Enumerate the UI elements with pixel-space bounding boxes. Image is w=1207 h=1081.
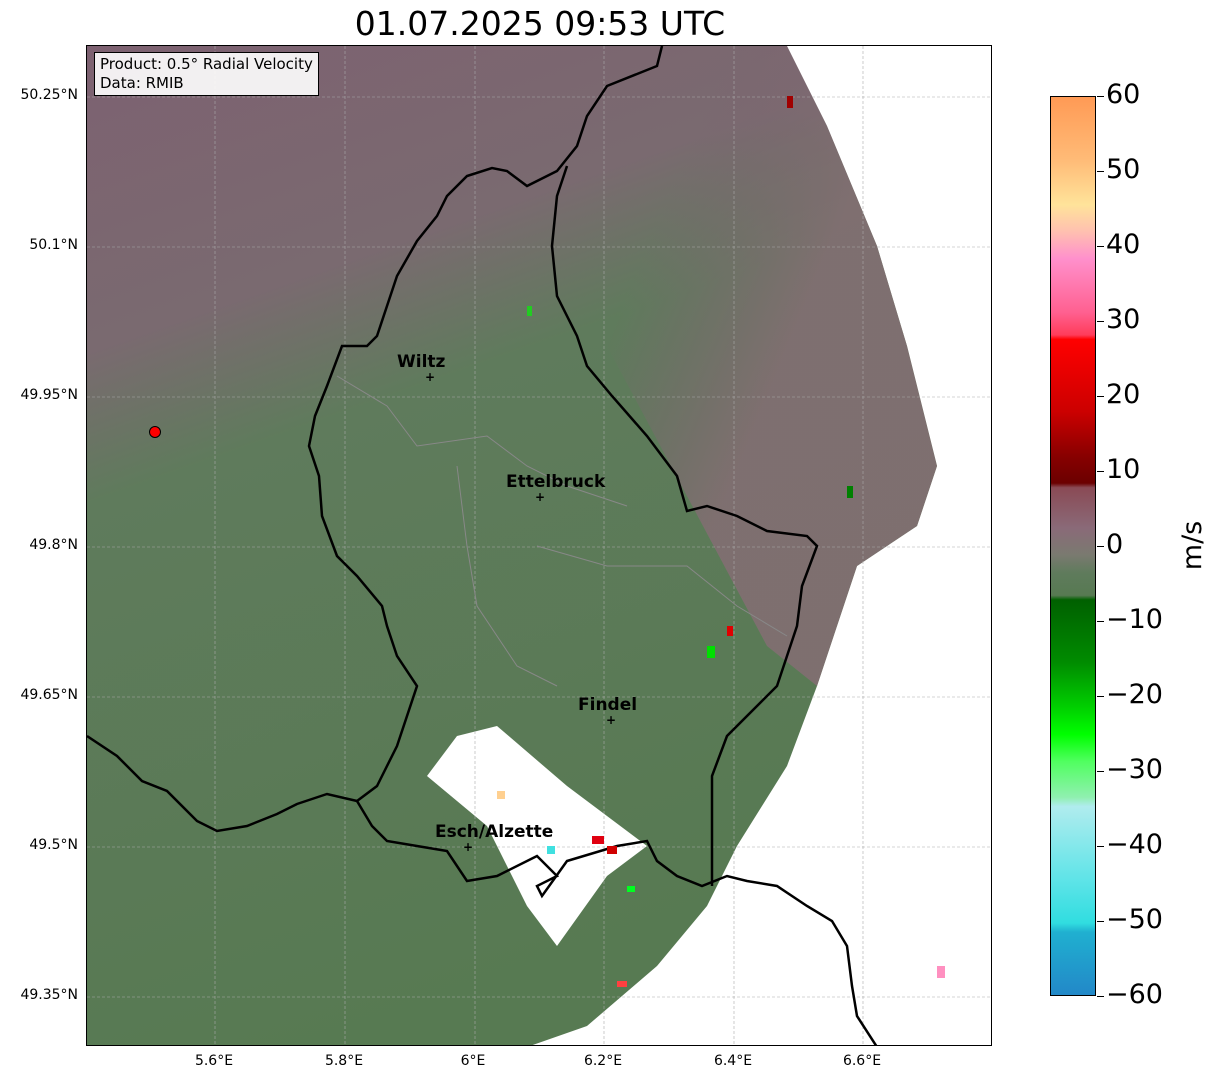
lat-tick: 49.35°N: [20, 987, 78, 1003]
lat-tick: 50.1°N: [29, 237, 78, 253]
lat-tick: 49.8°N: [29, 537, 78, 553]
data-source-label: Data: RMIB: [100, 74, 184, 92]
colorbar-tick-mark: [1097, 246, 1104, 247]
lat-tick: 49.95°N: [20, 387, 78, 403]
colorbar-tick-label: 10: [1106, 454, 1141, 485]
colorbar-tick-label: −30: [1106, 754, 1163, 785]
radar-map: [86, 45, 992, 1046]
colorbar-tick-label: −20: [1106, 679, 1163, 710]
colorbar-tick-mark: [1097, 321, 1104, 322]
city-marker-icon: +: [425, 370, 436, 384]
lon-tick: 6.4°E: [713, 1053, 753, 1069]
colorbar-tick-label: −40: [1106, 829, 1163, 860]
colorbar-tick-label: 30: [1106, 304, 1141, 335]
lat-tick: 49.5°N: [29, 837, 78, 853]
map-layers: [87, 46, 991, 1045]
city-marker-icon: +: [606, 713, 617, 727]
city-label-findel: Findel: [578, 695, 638, 715]
colorbar-tick-label: 40: [1106, 229, 1141, 260]
colorbar-tick-label: −10: [1106, 604, 1163, 635]
colorbar-tick-mark: [1097, 546, 1104, 547]
municipal-boundaries: [336, 375, 788, 687]
city-marker-icon: +: [535, 490, 546, 504]
colorbar-tick-label: 0: [1106, 529, 1124, 560]
colorbar-tick-mark: [1097, 921, 1104, 922]
city-label-esch-alzette: Esch/Alzette: [435, 822, 554, 842]
lon-tick: 6°E: [460, 1053, 486, 1069]
city-label-wiltz: Wiltz: [397, 352, 446, 372]
colorbar-tick-label: 20: [1106, 379, 1141, 410]
colorbar-tick-mark: [1097, 171, 1104, 172]
lon-tick: 6.2°E: [583, 1053, 623, 1069]
product-info-box: Product: 0.5° Radial Velocity Data: RMIB: [94, 52, 319, 96]
city-marker-icon: +: [463, 840, 474, 854]
colorbar-tick-mark: [1097, 621, 1104, 622]
colorbar-tick-mark: [1097, 96, 1104, 97]
lon-tick: 5.6°E: [194, 1053, 234, 1069]
colorbar-tick-label: −50: [1106, 904, 1163, 935]
country-border: [550, 165, 819, 886]
country-border: [355, 800, 878, 1045]
colorbar-tick-mark: [1097, 696, 1104, 697]
gridlines: [87, 46, 991, 1045]
colorbar-tick-mark: [1097, 471, 1104, 472]
colorbar-tick-mark: [1097, 846, 1104, 847]
colorbar-tick-label: −60: [1106, 979, 1163, 1010]
colorbar-unit-label: m/s: [1177, 520, 1207, 571]
lon-tick: 6.6°E: [842, 1053, 882, 1069]
lat-tick: 49.65°N: [20, 687, 78, 703]
radar-site-marker: [149, 426, 161, 438]
colorbar-tick-mark: [1097, 996, 1104, 997]
colorbar-tick-label: 50: [1106, 154, 1141, 185]
velocity-colorbar: [1050, 96, 1096, 996]
receding-region: [487, 46, 937, 686]
no-data-gap: [427, 726, 647, 946]
lat-tick: 50.25°N: [20, 87, 78, 103]
colorbar-tick-mark: [1097, 396, 1104, 397]
country-border: [87, 46, 664, 833]
city-label-ettelbruck: Ettelbruck: [506, 472, 606, 492]
lon-tick: 5.8°E: [324, 1053, 364, 1069]
colorbar-tick-mark: [1097, 771, 1104, 772]
velocity-speckles: [497, 96, 945, 987]
figure-title: 01.07.2025 09:53 UTC: [354, 4, 726, 43]
product-label: Product: 0.5° Radial Velocity: [100, 55, 313, 73]
colorbar-tick-label: 60: [1106, 79, 1141, 110]
